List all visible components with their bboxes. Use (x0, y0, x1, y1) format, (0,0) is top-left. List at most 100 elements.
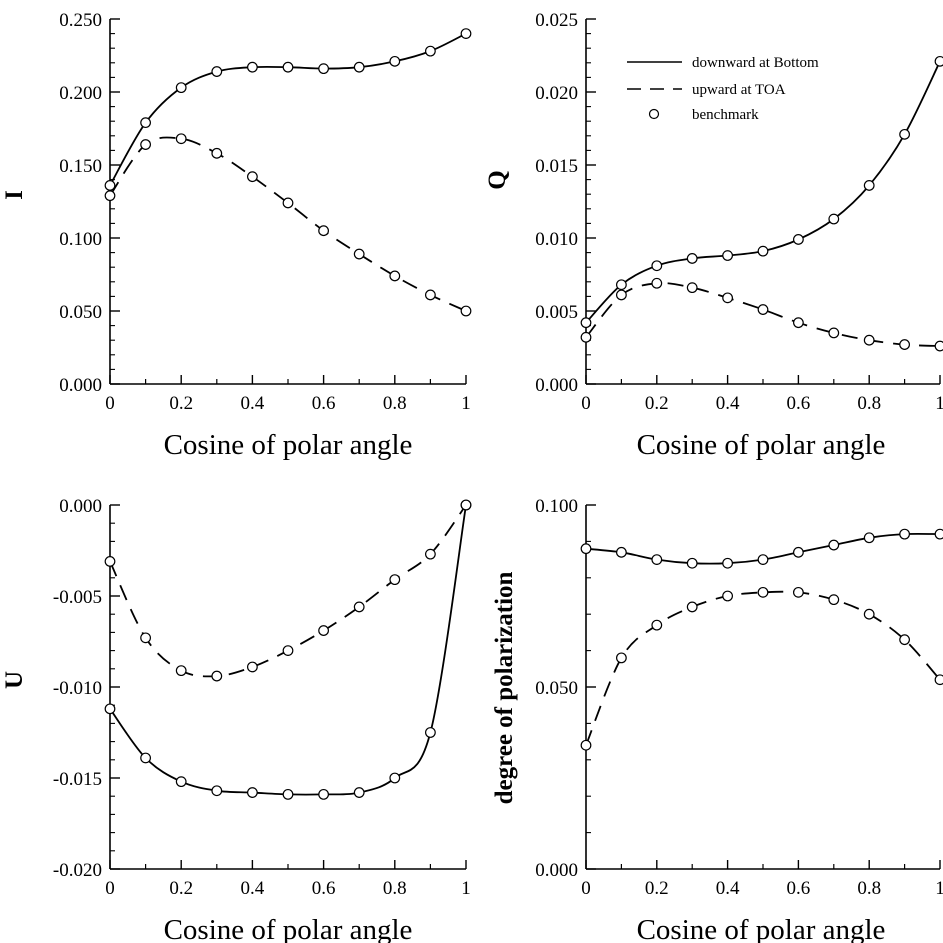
y-tick-label: -0.020 (53, 860, 102, 881)
benchmark-point (616, 652, 627, 664)
benchmark-point (175, 82, 187, 94)
benchmark-point (353, 61, 365, 73)
x-tick-label: 0.8 (857, 393, 881, 414)
benchmark-point (899, 634, 910, 646)
benchmark-point (140, 632, 152, 644)
benchmark-point (282, 197, 294, 209)
y-axis-title: I (1, 190, 28, 200)
legend-label-downward: downward at Bottom (692, 55, 819, 71)
benchmark-point (828, 539, 840, 551)
y-axis-title: Q (484, 170, 511, 189)
series-line-upward (585, 590, 941, 746)
x-tick-label: 1 (935, 393, 943, 414)
y-tick-label: 0.020 (535, 83, 578, 104)
x-tick-label: 1 (935, 878, 943, 899)
y-tick-label: 0.100 (535, 496, 578, 517)
benchmark-point (616, 289, 627, 301)
x-tick-label: 0.4 (716, 393, 740, 414)
benchmark-point (580, 543, 592, 555)
benchmark-point (757, 554, 769, 565)
x-tick-label: 0.6 (312, 878, 336, 899)
benchmark-point (722, 250, 733, 261)
benchmark-point (353, 787, 365, 798)
benchmark-point (318, 63, 330, 75)
benchmark-point (863, 608, 875, 620)
benchmark-point (580, 317, 592, 329)
panel-stokes-u: 0 0.2 0.4 0.6 0.8 1 -0.020 -0.015 -0.010 -0.005 0.… (1, 496, 472, 943)
benchmark-point (828, 213, 840, 225)
series-line-downward (585, 60, 941, 324)
benchmark-point (246, 171, 258, 183)
x-tick-label: 0 (581, 393, 591, 414)
x-tick-label: 0 (105, 878, 115, 899)
benchmark-point (828, 327, 840, 339)
y-tick-label: 0.100 (59, 229, 102, 250)
benchmark-point (460, 305, 472, 317)
benchmark-point (104, 556, 116, 567)
y-tick-label: 0.150 (59, 156, 102, 177)
x-tick-label: 0.4 (241, 878, 265, 899)
benchmark-point (651, 260, 663, 272)
benchmark-point (651, 554, 663, 565)
y-axis-title: U (1, 671, 28, 689)
benchmark-point (686, 282, 698, 294)
benchmark-point (651, 277, 663, 289)
benchmark-point (616, 279, 627, 291)
y-tick-label: -0.015 (53, 769, 102, 790)
panel-degree-of-polarization: 0 0.2 0.4 0.6 0.8 1 0.000 0.050 0.100 Cosine of p… (491, 496, 943, 943)
benchmark-point (863, 532, 875, 544)
series-line-upward (585, 282, 941, 347)
y-tick-label: -0.010 (53, 678, 102, 699)
panel-stokes-q: 0 0.2 0.4 0.6 0.8 1 0.000 0.005 0.010 0.015 0.020 0… (484, 10, 943, 461)
benchmark-point (389, 772, 401, 784)
y-tick-label: 0.025 (535, 10, 578, 31)
y-tick-label: 0.005 (535, 302, 578, 323)
x-axis-title: Cosine of polar angle (637, 914, 886, 943)
x-tick-label: 0.8 (857, 878, 881, 899)
benchmark-point (793, 317, 804, 329)
benchmark-point (175, 133, 187, 145)
y-axis-title: degree of polarization (491, 571, 518, 804)
benchmark-point (686, 601, 698, 613)
benchmark-point (353, 248, 365, 260)
benchmark-point (425, 289, 436, 301)
benchmark-point (246, 661, 258, 673)
x-tick-label: 0.4 (716, 878, 740, 899)
benchmark-point (175, 776, 187, 788)
benchmark-point (140, 139, 152, 150)
benchmark-point (793, 586, 804, 598)
benchmark-point (934, 674, 943, 686)
y-tick-label: 0.010 (535, 229, 578, 250)
y-tick-label: 0.250 (59, 10, 102, 31)
x-tick-label: 0.6 (787, 878, 811, 899)
y-tick-label: 0.050 (535, 678, 578, 699)
x-tick-label: 0.6 (787, 393, 811, 414)
benchmark-point (246, 61, 258, 73)
panel-intensity-i: 0 0.2 0.4 0.6 0.8 1 0.000 0.050 0.100 0.150 0.200 0… (1, 10, 472, 461)
benchmark-point (934, 528, 943, 540)
benchmark-point (686, 253, 698, 264)
benchmark-point (211, 147, 223, 159)
benchmark-point (460, 28, 472, 39)
benchmark-point (211, 66, 223, 77)
benchmark-point (318, 788, 330, 800)
x-axis-title: Cosine of polar angle (164, 429, 413, 461)
benchmark-point (318, 225, 330, 237)
benchmark-point (934, 55, 943, 67)
series-line-upward (109, 136, 467, 312)
y-tick-label: 0.000 (535, 375, 578, 396)
benchmark-point (863, 334, 875, 346)
y-tick-label: 0.050 (59, 302, 102, 323)
benchmark-point (140, 117, 152, 129)
x-tick-label: 0.2 (645, 393, 669, 414)
benchmark-point (757, 304, 769, 315)
x-axis-title: Cosine of polar angle (637, 429, 886, 461)
x-tick-label: 0.2 (169, 393, 193, 414)
benchmark-point (899, 339, 910, 350)
y-tick-label: 0.015 (535, 156, 578, 177)
benchmark-point (425, 727, 436, 738)
x-tick-label: 0.2 (645, 878, 669, 899)
benchmark-point (757, 245, 769, 257)
benchmark-point (389, 55, 401, 67)
benchmark-point (580, 331, 592, 343)
